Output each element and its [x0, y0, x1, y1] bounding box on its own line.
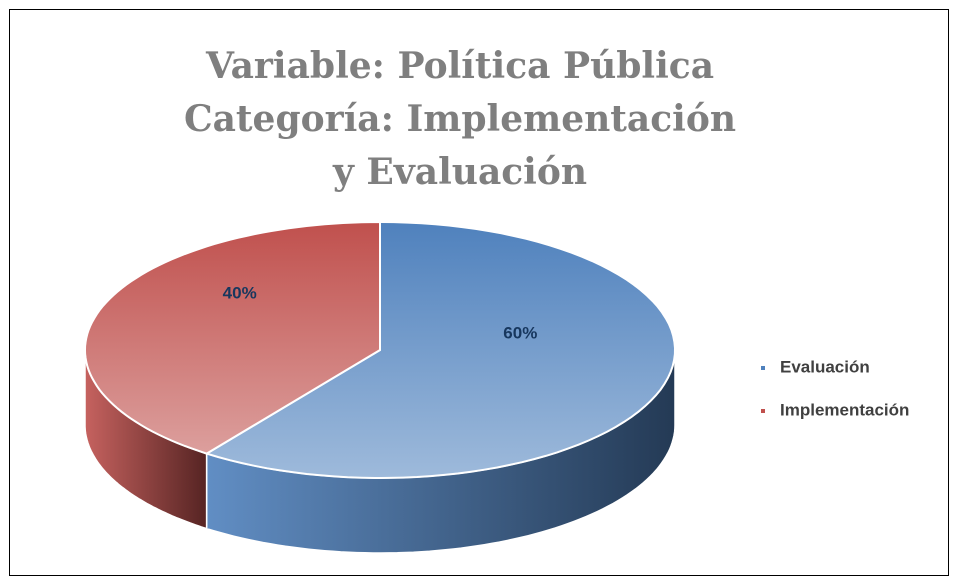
data-label: 40% [223, 284, 257, 303]
slice-top [83, 220, 381, 455]
slice [204, 220, 677, 554]
legend-label: Implementación [780, 400, 909, 419]
legend-swatch [761, 409, 765, 413]
legend-swatch [761, 366, 765, 370]
title-block: Variable: Política Pública Categoría: Im… [180, 40, 740, 199]
data-label: 60% [503, 323, 537, 342]
slice [83, 220, 381, 530]
legend-label: Evaluación [780, 357, 870, 376]
chart-subtitle: Categoría: Implementación y Evaluación [183, 98, 737, 193]
slice-top [204, 220, 677, 480]
chart-title: Variable: Política Pública [205, 45, 715, 87]
